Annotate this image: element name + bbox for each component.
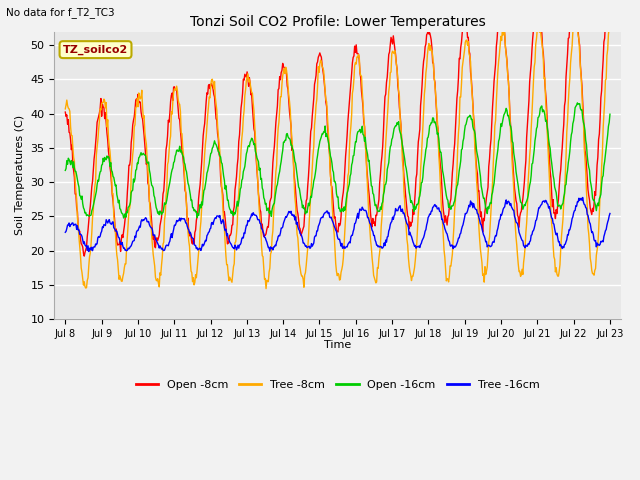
- Open -8cm: [81, 253, 88, 259]
- Line: Tree -16cm: Tree -16cm: [65, 197, 610, 252]
- X-axis label: Time: Time: [324, 340, 351, 350]
- Open -16cm: [420, 159, 428, 165]
- Tree -8cm: [182, 202, 190, 208]
- Text: No data for f_T2_TC3: No data for f_T2_TC3: [6, 7, 115, 18]
- Open -8cm: [128, 133, 136, 139]
- Open -8cm: [61, 109, 69, 115]
- Tree -8cm: [127, 172, 135, 178]
- Open -8cm: [212, 116, 220, 121]
- Tree -8cm: [61, 106, 69, 112]
- Open -16cm: [120, 215, 127, 221]
- Y-axis label: Soil Temperatures (C): Soil Temperatures (C): [15, 115, 25, 235]
- Open -16cm: [184, 175, 191, 180]
- Tree -8cm: [71, 178, 79, 183]
- Open -16cm: [606, 111, 614, 117]
- Tree -8cm: [211, 95, 219, 100]
- Tree -16cm: [128, 241, 136, 247]
- Tree -8cm: [420, 91, 428, 97]
- Legend: Open -8cm, Tree -8cm, Open -16cm, Tree -16cm: Open -8cm, Tree -8cm, Open -16cm, Tree -…: [131, 375, 544, 394]
- Tree -8cm: [572, 16, 579, 22]
- Tree -16cm: [85, 249, 93, 254]
- Open -16cm: [128, 188, 136, 194]
- Open -16cm: [404, 182, 412, 188]
- Line: Tree -8cm: Tree -8cm: [65, 19, 610, 288]
- Text: TZ_soilco2: TZ_soilco2: [63, 45, 128, 55]
- Tree -8cm: [262, 286, 270, 291]
- Tree -16cm: [579, 194, 586, 200]
- Open -16cm: [573, 100, 581, 106]
- Open -16cm: [71, 168, 79, 174]
- Tree -16cm: [212, 216, 220, 221]
- Open -8cm: [184, 218, 191, 224]
- Tree -16cm: [404, 225, 412, 230]
- Open -16cm: [61, 168, 69, 173]
- Title: Tonzi Soil CO2 Profile: Lower Temperatures: Tonzi Soil CO2 Profile: Lower Temperatur…: [189, 15, 486, 29]
- Tree -16cm: [606, 211, 614, 216]
- Tree -16cm: [420, 232, 428, 238]
- Open -8cm: [71, 191, 79, 197]
- Line: Open -8cm: Open -8cm: [65, 0, 610, 256]
- Tree -8cm: [606, 22, 614, 27]
- Tree -8cm: [404, 255, 412, 261]
- Open -16cm: [212, 142, 220, 147]
- Tree -16cm: [184, 224, 191, 229]
- Tree -16cm: [71, 221, 79, 227]
- Open -8cm: [404, 214, 412, 220]
- Open -8cm: [420, 54, 428, 60]
- Tree -16cm: [61, 229, 69, 235]
- Line: Open -16cm: Open -16cm: [65, 103, 610, 218]
